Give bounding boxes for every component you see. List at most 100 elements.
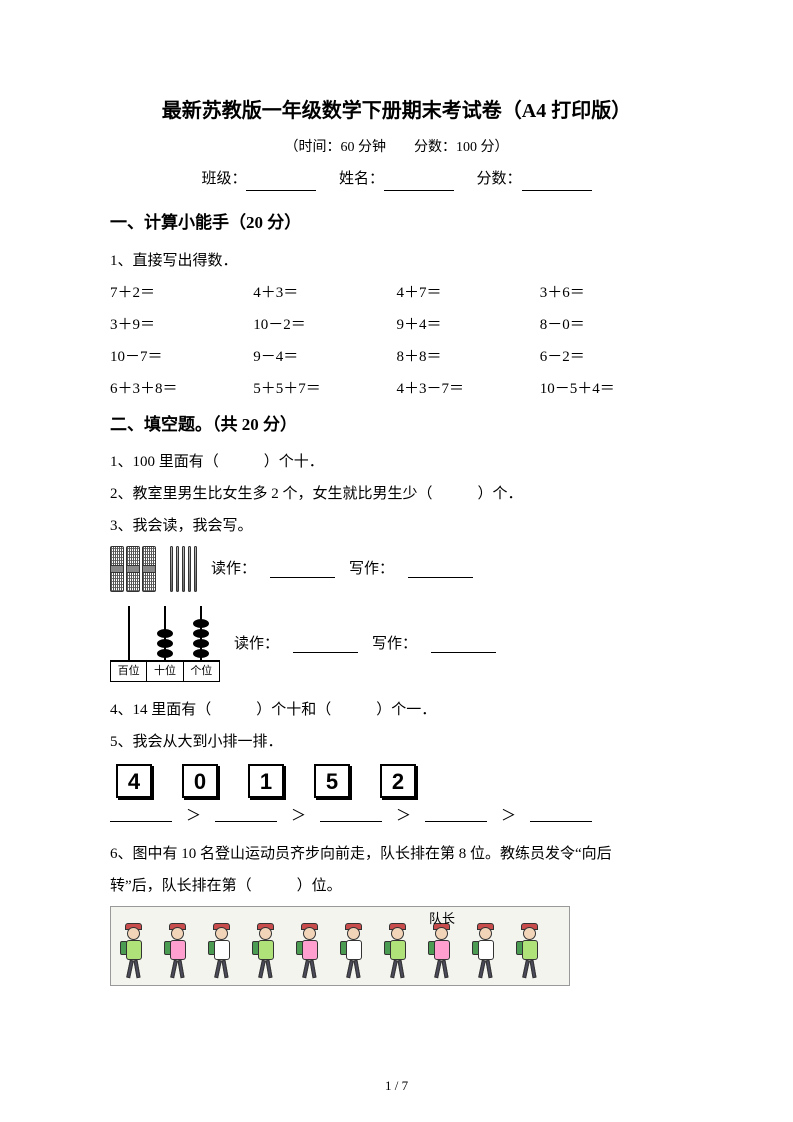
abacus-figure: 百位 十位 个位 读作： 写作： (110, 606, 683, 683)
calc-cell: 7＋2＝ (110, 281, 253, 305)
info-line: 班级： 姓名： 分数： (110, 167, 683, 191)
abacus-bead (157, 649, 173, 658)
s2-q6a: 6、图中有 10 名登山运动员齐步向前走，队长排在第 8 位。教练员发令“向后 (110, 842, 683, 866)
calc-cell: 10－7＝ (110, 345, 253, 369)
number-cards: 4 0 1 5 2 (116, 764, 683, 798)
abacus-bead (193, 649, 209, 658)
section2-heading: 二、填空题。（共 20 分） (110, 411, 683, 438)
abacus-labels: 百位 十位 个位 (110, 662, 220, 683)
place-hundreds: 百位 (111, 662, 147, 682)
s2-q3: 3、我会读，我会写。 (110, 514, 683, 538)
stick-bundle (126, 546, 140, 592)
card: 4 (116, 764, 152, 798)
order-blank[interactable] (215, 804, 277, 822)
s2-q6b: 转”后，队长排在第（ ）位。 (110, 874, 683, 898)
page-total: 7 (402, 1078, 409, 1093)
hiker-icon (339, 927, 373, 979)
stick-bundle (110, 546, 124, 592)
calc-cell: 10－5＋4＝ (540, 377, 683, 401)
stick-bundles (110, 546, 156, 592)
s2-q2: 2、教室里男生比女生多 2 个，女生就比男生少（ ）个． (110, 482, 683, 506)
order-blank[interactable] (110, 804, 172, 822)
calc-cell: 10－2＝ (253, 313, 396, 337)
calc-cell: 6＋3＋8＝ (110, 377, 253, 401)
place-ones: 个位 (184, 662, 219, 682)
calc-cell: 9＋4＝ (397, 313, 540, 337)
abacus-rod-hundreds (128, 606, 130, 660)
s1-q1: 1、直接写出得数． (110, 249, 683, 273)
calc-cell: 4＋3＝ (253, 281, 396, 305)
s2-q5: 5、我会从大到小排一排． (110, 730, 683, 754)
section1-heading: 一、计算小能手（20 分） (110, 209, 683, 236)
read-blank-2[interactable] (293, 635, 358, 653)
hiker-icon (295, 927, 329, 979)
class-blank[interactable] (246, 173, 316, 191)
gt-icon: ＞ (396, 804, 411, 828)
abacus-bead (193, 639, 209, 648)
stick (170, 546, 173, 592)
gt-icon: ＞ (501, 804, 516, 828)
order-blank[interactable] (425, 804, 487, 822)
page-number: 1 / 7 (0, 1076, 793, 1097)
page-sep: / (391, 1078, 401, 1093)
subtitle: （时间：60 分钟 分数：100 分） (110, 137, 683, 159)
hiker-icon (207, 927, 241, 979)
leader-label: 队长 (429, 909, 455, 930)
hiker-icon (163, 927, 197, 979)
calc-cell: 5＋5＋7＝ (253, 377, 396, 401)
abacus: 百位 十位 个位 (110, 606, 220, 683)
s2-q1: 1、100 里面有（ ）个十． (110, 450, 683, 474)
sticks-figure: 读作： 写作： (110, 546, 683, 592)
stick (176, 546, 179, 592)
score-label: 分数： (477, 171, 522, 187)
stick (194, 546, 197, 592)
card: 2 (380, 764, 416, 798)
read-label: 读作： (234, 632, 279, 656)
read-blank-1[interactable] (270, 560, 335, 578)
calc-cell: 3＋9＝ (110, 313, 253, 337)
hiker-icon (427, 927, 461, 979)
calc-cell: 8＋8＝ (397, 345, 540, 369)
abacus-bead (157, 629, 173, 638)
abacus-bead (193, 629, 209, 638)
write-blank-1[interactable] (408, 560, 473, 578)
calc-cell: 4＋7＝ (397, 281, 540, 305)
write-label: 写作： (372, 632, 417, 656)
class-label: 班级： (201, 171, 246, 187)
write-label: 写作： (349, 557, 394, 581)
hiker-icon (471, 927, 505, 979)
hiker-icon (515, 927, 549, 979)
s2-q4: 4、14 里面有（ ）个十和（ ）个一． (110, 698, 683, 722)
card: 5 (314, 764, 350, 798)
order-blank[interactable] (530, 804, 592, 822)
calc-cell: 8－0＝ (540, 313, 683, 337)
hiker-icon (251, 927, 285, 979)
place-tens: 十位 (147, 662, 183, 682)
gt-icon: ＞ (291, 804, 306, 828)
calc-cell: 4＋3－7＝ (397, 377, 540, 401)
name-label: 姓名： (339, 171, 384, 187)
calc-cell: 3＋6＝ (540, 281, 683, 305)
order-blanks: ＞ ＞ ＞ ＞ (110, 804, 683, 828)
card: 1 (248, 764, 284, 798)
hiker-icon (119, 927, 153, 979)
write-blank-2[interactable] (431, 635, 496, 653)
stick (182, 546, 185, 592)
page-title: 最新苏教版一年级数学下册期末考试卷（A4 打印版） (110, 95, 683, 127)
calc-grid: 7＋2＝ 4＋3＝ 4＋7＝ 3＋6＝ 3＋9＝ 10－2＝ 9＋4＝ 8－0＝… (110, 281, 683, 401)
abacus-bead (193, 619, 209, 628)
name-blank[interactable] (384, 173, 454, 191)
card: 0 (182, 764, 218, 798)
hikers-figure: 队长 (110, 906, 570, 986)
stick-bundle (142, 546, 156, 592)
score-blank[interactable] (522, 173, 592, 191)
abacus-bead (157, 639, 173, 648)
hiker-icon (383, 927, 417, 979)
stick (188, 546, 191, 592)
read-label: 读作： (211, 557, 256, 581)
gt-icon: ＞ (186, 804, 201, 828)
calc-cell: 6－2＝ (540, 345, 683, 369)
order-blank[interactable] (320, 804, 382, 822)
calc-cell: 9－4＝ (253, 345, 396, 369)
loose-sticks (170, 546, 197, 592)
